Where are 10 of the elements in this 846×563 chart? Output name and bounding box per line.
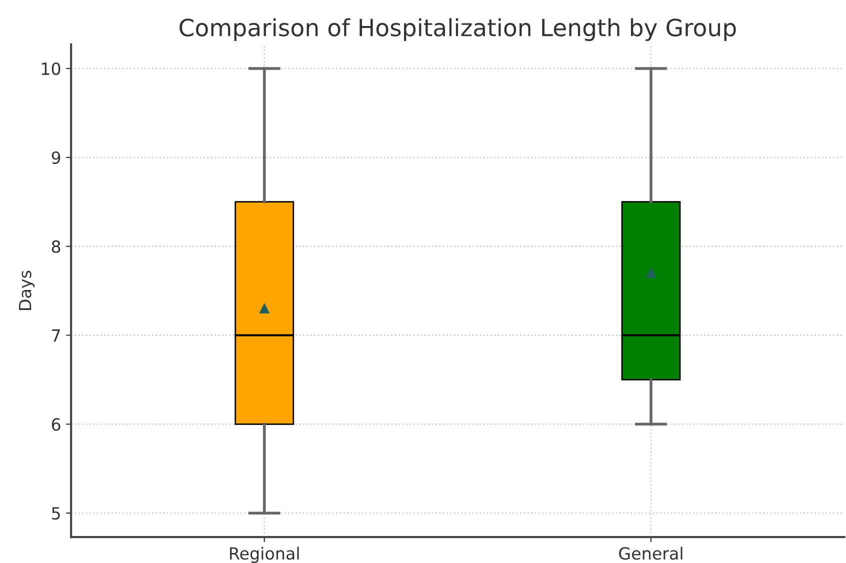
y-tick-label: 6	[52, 418, 60, 431]
x-tick-label: Regional	[230, 546, 299, 563]
y-tick-label: 8	[52, 240, 60, 253]
y-tick-label: 7	[52, 329, 60, 342]
x-tick-label: General	[619, 546, 682, 560]
y-tick-label: 9	[52, 151, 60, 164]
y-axis-title: Days	[18, 270, 35, 310]
chart-title: Comparison of Hospitalization Length by Group	[180, 18, 736, 42]
y-tick-label: 5	[52, 507, 60, 520]
y-tick-label: 10	[42, 62, 60, 76]
